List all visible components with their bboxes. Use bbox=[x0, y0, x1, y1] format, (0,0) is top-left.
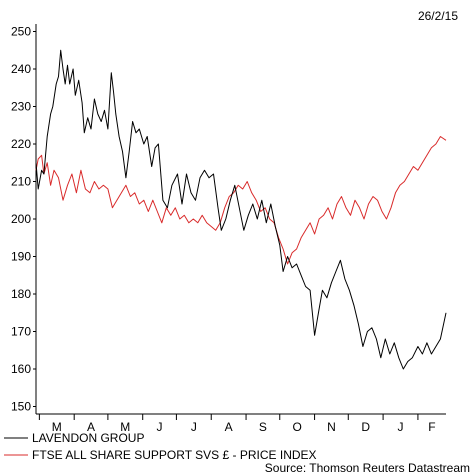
y-tick-label: 210 bbox=[11, 175, 31, 189]
series-layer bbox=[35, 49, 447, 370]
y-tick-label: 170 bbox=[11, 325, 31, 339]
x-tick-label: D bbox=[361, 420, 370, 434]
legend: LAVENDON GROUP FTSE ALL SHARE SUPPORT SV… bbox=[4, 431, 317, 462]
y-tick-label: 230 bbox=[11, 100, 31, 114]
source-note: Source: Thomson Reuters Datastream bbox=[265, 461, 470, 475]
y-tick-label: 220 bbox=[11, 137, 31, 151]
legend-label-ftse: FTSE ALL SHARE SUPPORT SVS £ - PRICE IND… bbox=[32, 448, 317, 462]
y-tick-label: 180 bbox=[11, 287, 31, 301]
y-tick-label: 250 bbox=[11, 25, 31, 39]
y-tick-label: 150 bbox=[11, 400, 31, 414]
y-tick-label: 200 bbox=[11, 212, 31, 226]
legend-label-lavendon: LAVENDON GROUP bbox=[32, 431, 144, 445]
date-stamp: 26/2/15 bbox=[418, 9, 458, 23]
y-tick-label: 190 bbox=[11, 250, 31, 264]
plot-frame bbox=[35, 24, 446, 415]
series-line-lavendon-group bbox=[35, 49, 447, 370]
y-tick-label: 240 bbox=[11, 62, 31, 76]
x-tick-label: J bbox=[398, 420, 404, 434]
x-tick-label: A bbox=[225, 420, 233, 434]
x-tick-label: M bbox=[52, 420, 62, 434]
series-line-ftse-support-svs bbox=[35, 136, 447, 265]
x-tick-label: S bbox=[259, 420, 267, 434]
y-axis-ticks: 150 160 170 180 190 200 210 220 230 240 250 bbox=[11, 25, 36, 414]
x-tick-label: A bbox=[87, 420, 95, 434]
x-tick-label: M bbox=[120, 420, 130, 434]
x-tick-label: J bbox=[157, 420, 163, 434]
x-tick-label: O bbox=[292, 420, 301, 434]
x-tick-label: F bbox=[428, 420, 435, 434]
y-tick-label: 160 bbox=[11, 362, 31, 376]
x-tick-label: N bbox=[327, 420, 336, 434]
x-tick-label: J bbox=[191, 420, 197, 434]
